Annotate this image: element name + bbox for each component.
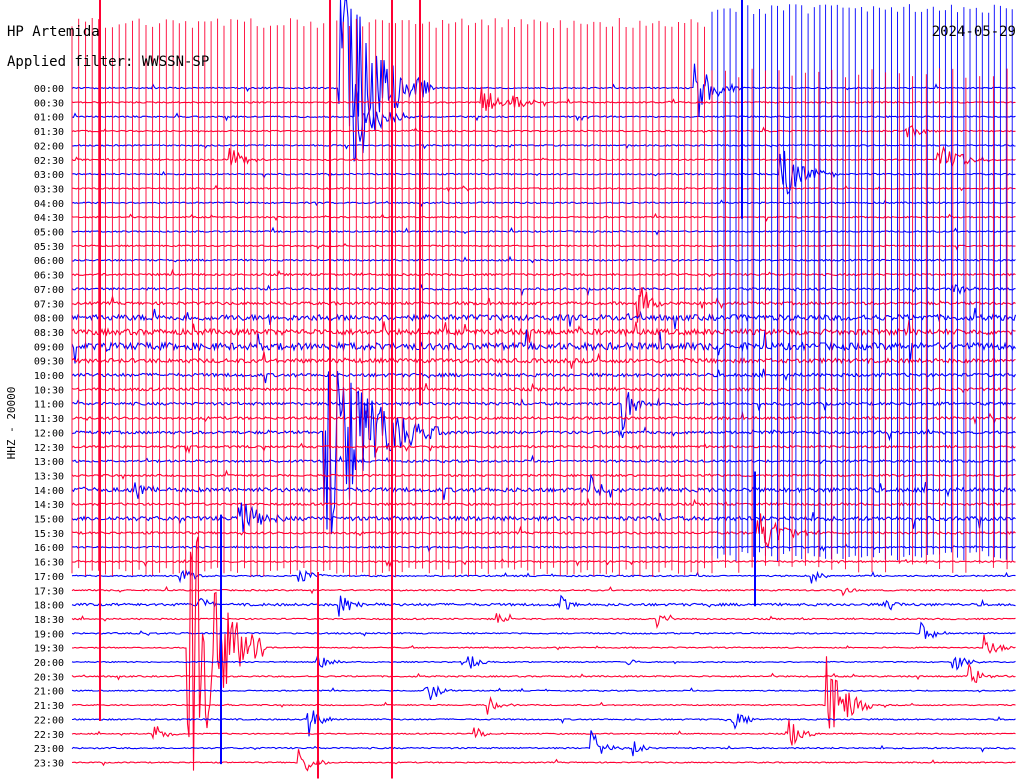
time-label: 12:30 (34, 443, 64, 454)
time-label: 16:00 (34, 543, 64, 554)
time-label: 08:00 (34, 314, 64, 325)
y-axis-label: HHZ - 20000 (5, 387, 18, 460)
time-label: 03:30 (34, 184, 64, 195)
time-label: 13:00 (34, 457, 64, 468)
time-label: 04:30 (34, 213, 64, 224)
trace-line (71, 710, 1016, 737)
time-label: 06:30 (34, 271, 64, 282)
time-label: 07:30 (34, 299, 64, 310)
time-label: 10:30 (34, 385, 64, 396)
trace-line (71, 749, 1016, 772)
time-label: 17:30 (34, 586, 64, 597)
time-label: 04:00 (34, 199, 64, 210)
trace-line (71, 613, 1016, 629)
time-label: 02:30 (34, 156, 64, 167)
spike-group (71, 0, 1013, 779)
date-label: 2024-05-29 (932, 24, 1016, 40)
time-label: 19:00 (34, 629, 64, 640)
time-label: 18:00 (34, 601, 64, 612)
trace-line (71, 654, 1016, 671)
time-label: 05:30 (34, 242, 64, 253)
trace-line (71, 594, 1016, 617)
time-label: 15:30 (34, 529, 64, 540)
time-label: 00:30 (34, 98, 64, 109)
time-label: 20:30 (34, 672, 64, 683)
time-label: 17:00 (34, 572, 64, 583)
trace-line (71, 536, 1016, 771)
time-label: 23:00 (34, 744, 64, 755)
time-label: 02:00 (34, 141, 64, 152)
time-label: 11:30 (34, 414, 64, 425)
time-label: 22:30 (34, 730, 64, 741)
trace-line (71, 730, 1016, 757)
trace-line (71, 585, 1016, 597)
time-label: 22:00 (34, 715, 64, 726)
trace-line (71, 662, 1016, 683)
trace-line (71, 568, 1016, 584)
time-label: 00:00 (34, 84, 64, 95)
time-label-group: 00:00 00:30 01:00 01:30 02:00 02:30 03:00 03:30… (34, 84, 64, 769)
time-label: 03:00 (34, 170, 64, 181)
filter-label: Applied filter: WWSSN-SP (7, 54, 209, 70)
time-label: 12:00 (34, 428, 64, 439)
time-label: 16:30 (34, 558, 64, 569)
time-label: 01:00 (34, 113, 64, 124)
time-label: 13:30 (34, 471, 64, 482)
trace-line (71, 656, 1016, 729)
time-label: 23:30 (34, 758, 64, 769)
time-label: 05:00 (34, 228, 64, 239)
time-label: 11:00 (34, 400, 64, 411)
time-label: 14:00 (34, 486, 64, 497)
time-label: 19:30 (34, 644, 64, 655)
station-title: HP Artemida (7, 24, 100, 40)
trace-line (71, 685, 1016, 701)
time-label: 09:00 (34, 342, 64, 353)
time-label: 09:30 (34, 357, 64, 368)
time-label: 21:00 (34, 687, 64, 698)
time-label: 08:30 (34, 328, 64, 339)
time-label: 18:30 (34, 615, 64, 626)
time-label: 01:30 (34, 127, 64, 138)
time-label: 15:00 (34, 515, 64, 526)
time-label: 07:00 (34, 285, 64, 296)
time-label: 10:00 (34, 371, 64, 382)
time-label: 14:30 (34, 500, 64, 511)
time-label: 06:00 (34, 256, 64, 267)
time-label: 20:00 (34, 658, 64, 669)
time-label: 21:30 (34, 701, 64, 712)
trace-line (71, 719, 1016, 746)
